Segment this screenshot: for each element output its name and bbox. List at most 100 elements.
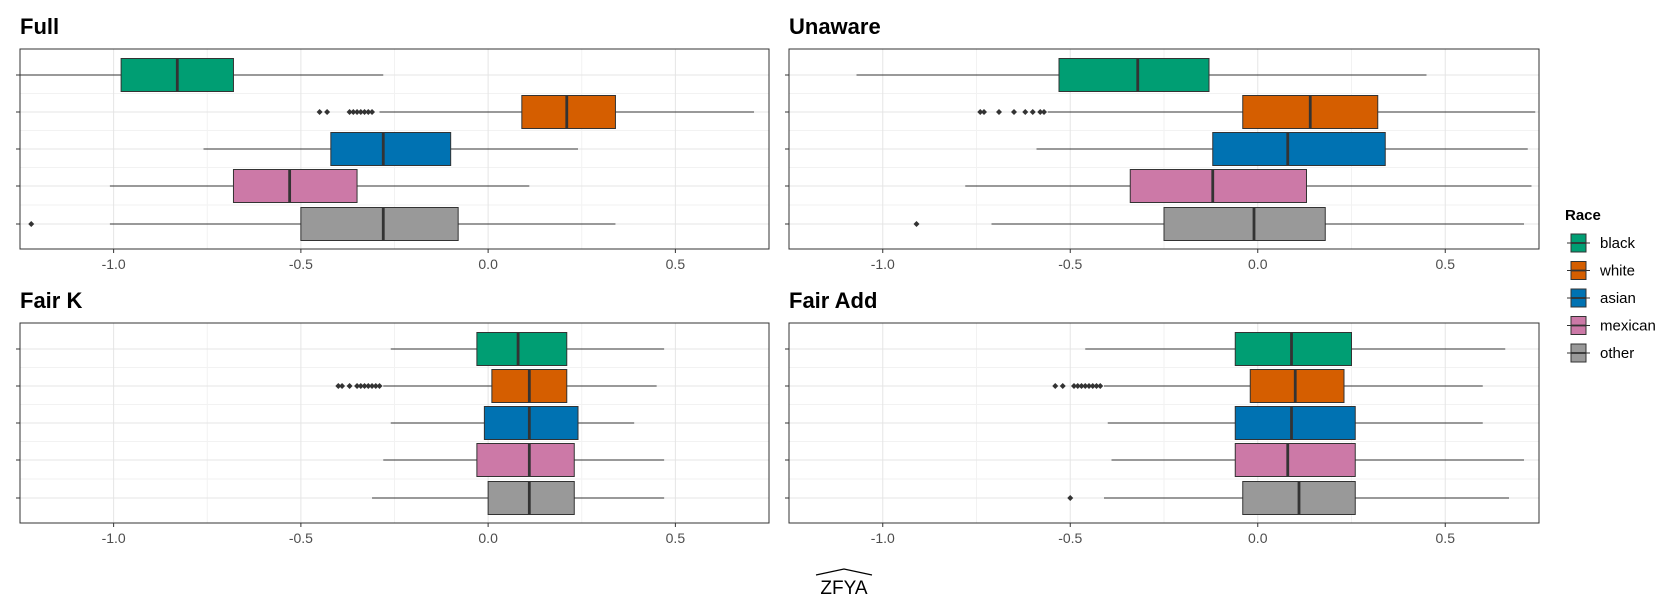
box-iqr [476, 332, 568, 366]
outlier-point [1089, 383, 1096, 389]
box-iqr [232, 169, 358, 203]
x-tick-label: 0.5 [666, 256, 686, 272]
x-tick-label: -1.0 [871, 256, 895, 272]
outlier-point [361, 109, 368, 115]
outlier-point [316, 109, 323, 115]
box-asian [203, 132, 579, 166]
legend-entry-mexican: mexican [1567, 316, 1656, 335]
legend-entry-black: black [1567, 233, 1636, 253]
outlier-point [369, 383, 376, 389]
x-tick-label: 0.5 [666, 530, 686, 546]
box-iqr [487, 481, 575, 515]
outlier-point [365, 383, 372, 389]
outlier-point [346, 383, 353, 389]
box-black [856, 58, 1427, 92]
box-black [16, 58, 384, 92]
box-mexican [109, 169, 530, 203]
box-iqr [521, 95, 616, 129]
legend-entries: black white asian mexican other [1567, 233, 1656, 363]
panel-unaware: Unaware -1.0 -0.5 0.0 0.5 [785, 14, 1540, 272]
box-black [390, 332, 665, 366]
box-iqr [1234, 443, 1356, 477]
x-tick-label: 0.0 [478, 530, 498, 546]
x-tick-label: 0.0 [1248, 530, 1268, 546]
box-other [913, 207, 1524, 241]
x-tick-label: -0.5 [1058, 256, 1082, 272]
x-tick-label: 0.5 [1436, 530, 1456, 546]
box-black [1085, 332, 1506, 366]
outlier-point [996, 109, 1002, 115]
box-iqr [1058, 58, 1210, 92]
box-iqr [1163, 207, 1326, 241]
outlier-point [365, 109, 372, 115]
box-mexican [383, 443, 665, 477]
box-iqr [1234, 406, 1356, 440]
x-tick-label: 0.5 [1436, 256, 1456, 272]
x-axis-title-text: ZFYA [820, 578, 867, 599]
box-iqr [1212, 132, 1386, 166]
outlier-point [354, 109, 361, 115]
box-iqr [483, 406, 579, 440]
legend-entry-asian: asian [1567, 288, 1636, 308]
outlier-point [1071, 383, 1077, 389]
outlier-point [1097, 383, 1104, 389]
x-tick-label: 0.0 [1248, 256, 1268, 272]
outlier-point [1022, 109, 1029, 115]
outlier-point [369, 109, 376, 115]
legend-label: black [1600, 235, 1636, 252]
panel-title: Fair K [20, 288, 82, 313]
x-tick-label: -0.5 [289, 530, 313, 546]
box-other [372, 481, 665, 515]
outlier-point [913, 221, 920, 227]
x-tick-label: -1.0 [102, 256, 126, 272]
x-tick-label: 0.0 [478, 256, 498, 272]
legend-label: mexican [1600, 318, 1656, 335]
outlier-point [346, 109, 353, 115]
box-iqr [300, 207, 459, 241]
outlier-point [376, 383, 383, 389]
x-tick-label: -0.5 [1058, 530, 1082, 546]
outlier-point [1086, 383, 1092, 389]
box-white [1052, 369, 1483, 403]
outlier-point [28, 221, 35, 227]
outlier-point [981, 109, 987, 115]
box-iqr [1129, 169, 1307, 203]
outlier-point [1041, 109, 1047, 115]
legend-label: asian [1600, 290, 1636, 307]
outlier-point [339, 383, 346, 389]
x-axis-title-hat [815, 568, 873, 576]
x-tick-label: -1.0 [102, 530, 126, 546]
panel-title: Unaware [789, 14, 881, 39]
panel-fair-k: Fair K -1.0 -0.5 0.0 0.5 [16, 288, 770, 546]
box-iqr [1234, 332, 1352, 366]
outlier-point [335, 383, 342, 389]
outlier-point [324, 109, 331, 115]
box-other [1067, 481, 1509, 515]
outlier-point [1059, 383, 1066, 389]
x-axis-title: ZFYA [815, 568, 873, 599]
outlier-point [1037, 109, 1044, 115]
legend-entry-other: other [1567, 343, 1634, 363]
outlier-point [1067, 495, 1074, 501]
box-asian [1036, 132, 1528, 166]
box-mexican [1111, 443, 1524, 477]
outlier-point [977, 109, 984, 115]
legend-entry-white: white [1567, 261, 1635, 280]
box-iqr [1249, 369, 1345, 403]
legend-title: Race [1565, 207, 1601, 224]
outlier-point [350, 109, 357, 115]
legend-label: white [1599, 263, 1635, 280]
box-white [977, 95, 1536, 129]
x-tick-label: -0.5 [289, 256, 313, 272]
box-iqr [476, 443, 575, 477]
box-asian [390, 406, 635, 440]
outlier-point [1078, 383, 1085, 389]
outlier-point [1052, 383, 1059, 389]
outlier-point [357, 383, 364, 389]
outlier-point [1029, 109, 1036, 115]
box-white [335, 369, 657, 403]
panel-full: Full -1.0 -0.5 0.0 0.5 [16, 14, 770, 272]
box-iqr [330, 132, 452, 166]
